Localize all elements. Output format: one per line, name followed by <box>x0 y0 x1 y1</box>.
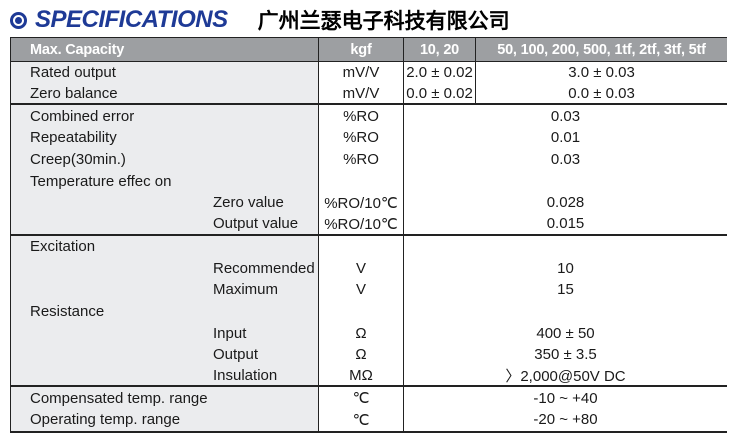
row-label: Compensated temp. range <box>11 387 319 409</box>
table-row-creep: Creep(30min.) %RO 0.03 <box>11 148 727 171</box>
table-row-combined-error: Combined error %RO 0.03 <box>11 105 727 128</box>
row-value: 0.01 <box>550 129 581 147</box>
row-label: Output <box>11 343 319 366</box>
table-row-maximum: Maximum V 15 <box>11 278 727 301</box>
row-unit: %RO <box>319 148 404 171</box>
row-label: Zero balance <box>11 83 319 104</box>
table-row-recommended: Recommended V 10 <box>11 257 727 279</box>
table-row-resistance: Resistance <box>11 300 727 323</box>
row-value-a: 2.0 ± 0.02 <box>404 62 476 84</box>
row-unit: ℃ <box>319 409 404 431</box>
bullseye-dot-icon <box>15 16 22 24</box>
row-label: Recommended <box>11 257 319 279</box>
row-value: -20 ~ +80 <box>533 411 598 429</box>
row-unit: Ω <box>319 322 404 344</box>
header-unit-kgf: kgf <box>319 38 404 61</box>
row-label: Input <box>11 322 319 344</box>
row-value-b: 3.0 ± 0.03 <box>568 64 635 82</box>
row-value: 0.028 <box>546 194 585 212</box>
bullseye-icon <box>10 11 27 29</box>
row-value: 0.03 <box>550 107 581 125</box>
row-unit: mV/V <box>319 83 404 104</box>
row-label: Creep(30min.) <box>11 148 319 171</box>
row-unit: %RO <box>319 105 404 128</box>
row-unit: ℃ <box>319 387 404 409</box>
row-value: 0.015 <box>546 215 585 233</box>
page-title: SPECIFICATIONS <box>35 6 228 33</box>
table-row-compensated-temp: Compensated temp. range ℃ -10 ~ +40 <box>11 387 727 409</box>
row-label: Combined error <box>11 105 319 128</box>
row-unit: V <box>319 278 404 301</box>
table-row-zero-balance: Zero balance mV/V 0.0 ± 0.02 0.0 ± 0.03 <box>11 83 727 106</box>
row-value-a: 0.0 ± 0.02 <box>404 83 476 104</box>
row-label: Output value <box>11 213 319 234</box>
page-heading: SPECIFICATIONS 广州兰瑟电子科技有限公司 <box>10 4 727 36</box>
table-row-operating-temp: Operating temp. range ℃ -20 ~ +80 <box>11 409 727 431</box>
row-unit: V <box>319 257 404 279</box>
row-label: Rated output <box>11 62 319 84</box>
table-row-insulation: Insulation MΩ 〉2,000@50V DC <box>11 365 727 388</box>
row-label: Insulation <box>11 365 319 386</box>
spec-table: Max. Capacity kgf 10, 20 50, 100, 200, 5… <box>10 37 727 433</box>
row-unit: %RO/10℃ <box>319 192 404 214</box>
table-row-rated-output: Rated output mV/V 2.0 ± 0.02 3.0 ± 0.03 <box>11 62 727 84</box>
table-row-excitation: Excitation <box>11 235 727 258</box>
row-value: 15 <box>557 281 574 299</box>
table-row-temperature-effect: Temperature effec on <box>11 170 727 193</box>
row-value: -10 ~ +40 <box>533 389 598 407</box>
row-unit: %RO/10℃ <box>319 213 404 234</box>
row-unit: Ω <box>319 343 404 366</box>
row-value-b: 0.0 ± 0.03 <box>568 85 635 103</box>
row-value <box>404 301 727 323</box>
row-value: 10 <box>557 259 574 277</box>
row-label: Excitation <box>11 235 319 258</box>
row-value: 0.03 <box>550 151 581 169</box>
row-unit <box>319 170 404 193</box>
company-name: 广州兰瑟电子科技有限公司 <box>257 10 510 33</box>
row-unit: %RO <box>319 127 404 149</box>
row-unit <box>319 300 404 323</box>
header-capacity-small: 10, 20 <box>404 38 476 61</box>
header-max-capacity: Max. Capacity <box>11 38 319 61</box>
table-row-output-value: Output value %RO/10℃ 0.015 <box>11 213 727 236</box>
row-label: Operating temp. range <box>11 409 319 431</box>
row-unit <box>319 235 404 258</box>
table-row-input: Input Ω 400 ± 50 <box>11 322 727 344</box>
table-row-zero-value: Zero value %RO/10℃ 0.028 <box>11 192 727 214</box>
row-unit: mV/V <box>319 62 404 84</box>
row-value: 〉2,000@50V DC <box>505 367 626 385</box>
table-row-repeatability: Repeatability %RO 0.01 <box>11 127 727 149</box>
row-value: 400 ± 50 <box>536 324 595 342</box>
row-label: Zero value <box>11 192 319 214</box>
row-value <box>404 170 727 192</box>
row-value: 350 ± 3.5 <box>534 346 597 364</box>
row-label: Repeatability <box>11 127 319 149</box>
row-unit: MΩ <box>319 365 404 386</box>
row-value <box>404 236 727 258</box>
row-label: Maximum <box>11 278 319 301</box>
row-label: Resistance <box>11 300 319 323</box>
row-label: Temperature effec on <box>11 170 319 193</box>
table-header-row: Max. Capacity kgf 10, 20 50, 100, 200, 5… <box>11 38 727 62</box>
header-capacity-large: 50, 100, 200, 500, 1tf, 2tf, 3tf, 5tf <box>497 41 706 58</box>
table-row-output: Output Ω 350 ± 3.5 <box>11 343 727 366</box>
